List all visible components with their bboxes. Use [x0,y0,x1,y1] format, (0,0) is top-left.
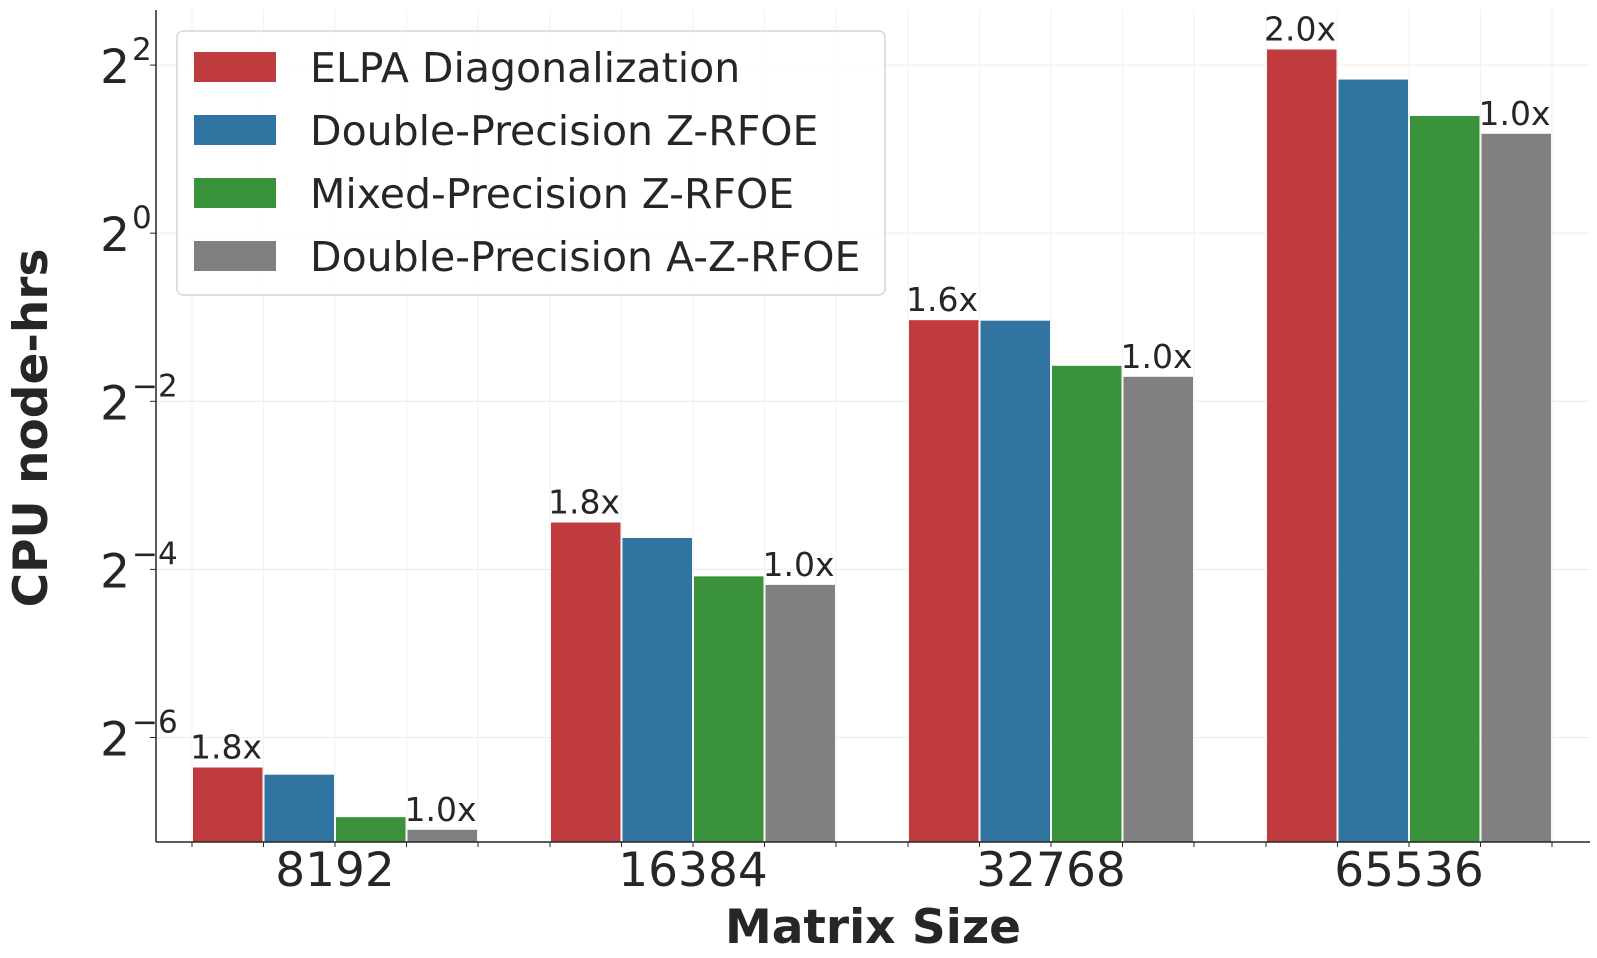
legend: ELPA Diagonalization Double-Precision Z-R… [176,30,886,296]
y-tick-labels: 2 −62 −42 −22 02 2 [100,32,178,767]
y-tick-exponent: 2 [132,32,152,68]
y-tick-exponent: −4 [132,536,178,572]
bar [909,320,979,842]
y-tick-label: 2 [100,712,130,767]
legend-box [176,30,886,296]
bar [765,584,835,842]
bar-annotation: 1.0x [1121,337,1193,376]
x-tick-label: 16384 [618,843,768,898]
y-tick-label: 2 [100,376,130,431]
x-axis-title: Matrix Size [725,900,1021,955]
legend-entry: Double-Precision A-Z-RFOE [310,233,860,281]
bar [1123,376,1193,842]
bar [407,829,477,842]
bar [980,320,1050,842]
y-axis-title: CPU node-hrs [4,249,59,608]
bar-annotation: 1.0x [405,790,477,829]
bar [1267,49,1337,842]
bar [551,522,621,842]
legend-swatch [194,52,276,82]
y-tick-label: 2 [100,208,130,263]
bar-annotation: 1.0x [1479,94,1551,133]
legend-swatch [194,115,276,145]
x-tick-labels: 8192 16384 32768 65536 [191,842,1553,898]
bars [193,49,1551,842]
bar [622,537,692,842]
bar [1481,133,1551,842]
bar-annotation: 1.6x [906,280,978,319]
legend-swatch [194,178,276,208]
x-tick-label: 65536 [1334,843,1484,898]
y-tick-label: 2 [100,544,130,599]
bar-annotations: 1.8x 1.0x 1.8x 1.0x 1.6x 1.0x 2.0x 1.0x [190,9,1551,828]
bar-annotation: 1.8x [548,483,620,522]
y-tick-exponent: 0 [132,200,152,236]
bar [694,576,764,842]
axes [155,10,1590,843]
y-tick-label: 2 [100,40,130,95]
legend-entry: ELPA Diagonalization [310,44,740,92]
y-tick-exponent: −6 [132,704,178,740]
legend-entry: Mixed-Precision Z-RFOE [310,170,794,218]
legend-entry: Double-Precision Z-RFOE [310,107,818,155]
bar-annotation: 1.8x [190,728,262,767]
y-tick-exponent: −2 [132,368,178,404]
bar [1410,115,1480,842]
x-tick-label: 32768 [976,843,1126,898]
bar [1338,79,1408,842]
bar [336,817,406,842]
legend-swatch [194,241,276,271]
bar-annotation: 2.0x [1264,9,1336,48]
bar [193,767,263,842]
x-tick-label: 8192 [275,843,395,898]
bar-annotation: 1.0x [763,545,835,584]
bar [1052,365,1122,842]
bar [264,774,334,842]
